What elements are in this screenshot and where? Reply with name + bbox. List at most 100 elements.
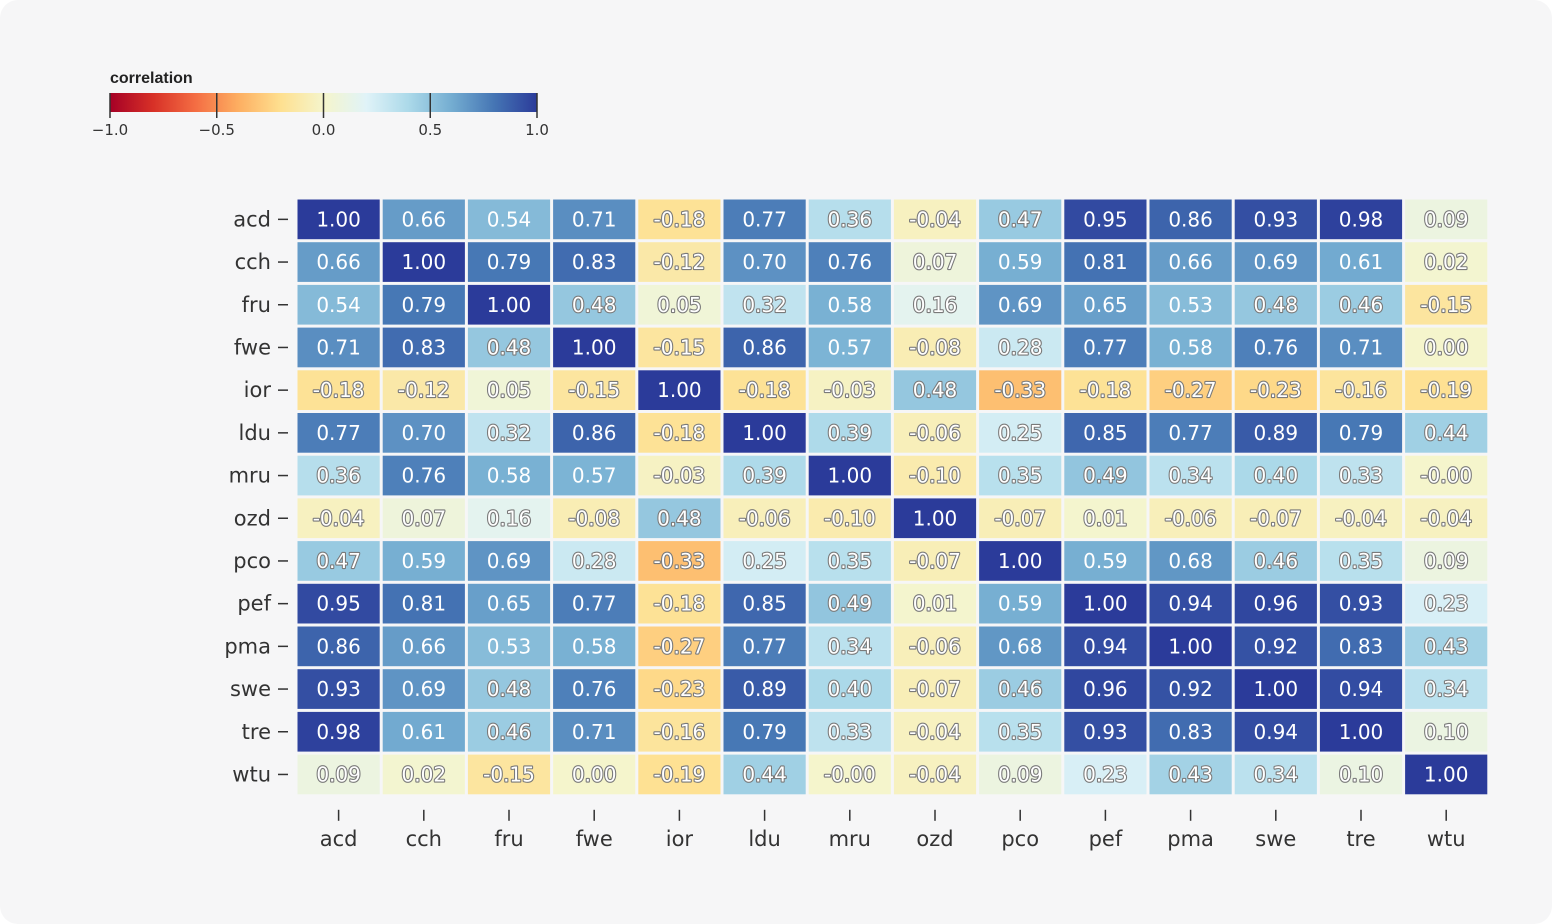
- heatmap-cell: [1064, 669, 1147, 709]
- heatmap-cell-label: -0.04: [1335, 506, 1387, 530]
- heatmap-cell-label: 0.76: [828, 250, 873, 274]
- heatmap-cell-label: 0.25: [742, 549, 787, 573]
- heatmap-cell-label: -0.06: [1165, 506, 1217, 530]
- heatmap-cell-label: 1.00: [828, 464, 873, 488]
- heatmap-cell-label: 0.94: [1254, 720, 1299, 744]
- heatmap-cell-label: 0.96: [1254, 592, 1299, 616]
- heatmap-cell: [1234, 284, 1317, 325]
- heatmap-cell-label: 0.01: [913, 592, 958, 616]
- heatmap-cell-label: -0.00: [824, 762, 876, 786]
- heatmap-cell: [723, 498, 806, 539]
- heatmap-cell: [467, 541, 551, 581]
- heatmap-cell-label: 0.89: [1254, 421, 1299, 445]
- heatmap-cell-label: 0.53: [487, 634, 532, 658]
- heatmap-cell-label: 0.32: [742, 293, 787, 317]
- heatmap-cell: [893, 669, 977, 709]
- heatmap-cell: [979, 541, 1062, 581]
- heatmap-cell-label: 0.32: [487, 421, 532, 445]
- heatmap-cell-label: 0.35: [828, 549, 873, 573]
- color-legend: correlation −1.0 −0.5 0.0 0.5 1.0: [92, 70, 549, 139]
- heatmap-cell: [382, 370, 465, 410]
- heatmap-cell: [297, 370, 380, 410]
- heatmap-cell: [808, 711, 891, 752]
- heatmap-cell-label: 0.09: [316, 762, 361, 786]
- heatmap-cell-label: 0.94: [1083, 634, 1128, 658]
- heatmap-cell-label: 0.02: [402, 762, 447, 786]
- heatmap-cell-label: -0.18: [739, 378, 791, 402]
- heatmap-cell: [1405, 583, 1488, 624]
- heatmap-cell: [638, 327, 721, 368]
- heatmap-cell: [1405, 498, 1488, 539]
- heatmap-cell-label: 0.39: [742, 464, 787, 488]
- heatmap-cell-label: -0.18: [654, 207, 706, 231]
- heatmap-cell: [1234, 498, 1317, 539]
- row-label: swe: [230, 677, 271, 701]
- heatmap-cell: [297, 327, 380, 368]
- heatmap-cell-label: -0.07: [909, 549, 961, 573]
- heatmap-cell-label: 0.77: [742, 634, 787, 658]
- column-label: ldu: [748, 827, 780, 851]
- heatmap-cell-label: 0.00: [572, 762, 617, 786]
- heatmap-cell-label: -0.04: [909, 207, 961, 231]
- heatmap-cell: [723, 669, 806, 709]
- heatmap-cell-label: 0.93: [1339, 592, 1384, 616]
- heatmap-cell: [1319, 199, 1403, 240]
- heatmap-cell-label: 0.23: [1083, 762, 1128, 786]
- heatmap-cell-label: -0.18: [654, 421, 706, 445]
- heatmap-cell-label: -0.18: [654, 592, 706, 616]
- heatmap-cell-label: 0.46: [1339, 293, 1384, 317]
- heatmap-cell: [1234, 754, 1317, 795]
- heatmap-cell-label: -0.16: [654, 720, 706, 744]
- heatmap-cell-label: 0.35: [998, 464, 1043, 488]
- heatmap-cell: [1064, 754, 1147, 795]
- heatmap-cell-label: 0.77: [316, 421, 361, 445]
- heatmap-cell: [553, 754, 636, 795]
- heatmap-cell-label: 0.48: [487, 335, 532, 359]
- heatmap-cell-label: 0.79: [402, 293, 447, 317]
- heatmap-cell: [723, 242, 806, 282]
- heatmap-cell: [1234, 541, 1317, 581]
- heatmap-cell-label: 1.00: [1168, 634, 1213, 658]
- heatmap-cell: [1319, 754, 1403, 795]
- heatmap-cell: [808, 370, 891, 410]
- heatmap-cell: [808, 284, 891, 325]
- heatmap-cell: [467, 498, 551, 539]
- heatmap-cell-label: 0.33: [1339, 464, 1384, 488]
- heatmap-cell: [1405, 669, 1488, 709]
- heatmap-cell: [297, 541, 380, 581]
- heatmap-cell: [1064, 242, 1147, 282]
- heatmap-cell-label: 0.48: [1254, 293, 1299, 317]
- heatmap-cell: [1405, 284, 1488, 325]
- heatmap-cell-label: 0.59: [998, 250, 1043, 274]
- heatmap-cell: [1405, 370, 1488, 410]
- heatmap-cell-label: 0.66: [402, 207, 447, 231]
- heatmap-cell: [1234, 370, 1317, 410]
- heatmap-cell: [1405, 711, 1488, 752]
- heatmap-cell: [1234, 669, 1317, 709]
- heatmap-cell-label: 0.34: [828, 634, 873, 658]
- heatmap-cell-label: 0.86: [742, 335, 787, 359]
- heatmap-cell-label: 0.05: [657, 293, 702, 317]
- heatmap-cell-label: -0.08: [568, 506, 620, 530]
- heatmap-cell: [1234, 711, 1317, 752]
- heatmap-cell-label: 0.85: [742, 592, 787, 616]
- heatmap-cell: [553, 370, 636, 410]
- heatmap-cell: [1319, 370, 1403, 410]
- row-label: cch: [235, 250, 271, 274]
- heatmap-cell: [1319, 284, 1403, 325]
- heatmap-cell: [638, 199, 721, 240]
- heatmap-cell-label: 1.00: [1424, 762, 1469, 786]
- heatmap-cell-label: 0.66: [316, 250, 361, 274]
- heatmap-cell: [723, 413, 806, 453]
- row-label: ldu: [239, 421, 271, 445]
- heatmap-cell-label: 0.46: [487, 720, 532, 744]
- heatmap-cell-label: 0.59: [998, 592, 1043, 616]
- heatmap-cell: [1319, 583, 1403, 624]
- heatmap-cell: [1319, 626, 1403, 667]
- heatmap-cell: [1064, 199, 1147, 240]
- heatmap-cell: [297, 242, 380, 282]
- heatmap-cell: [467, 327, 551, 368]
- heatmap-cell: [553, 583, 636, 624]
- heatmap-cell-label: 0.79: [1339, 421, 1384, 445]
